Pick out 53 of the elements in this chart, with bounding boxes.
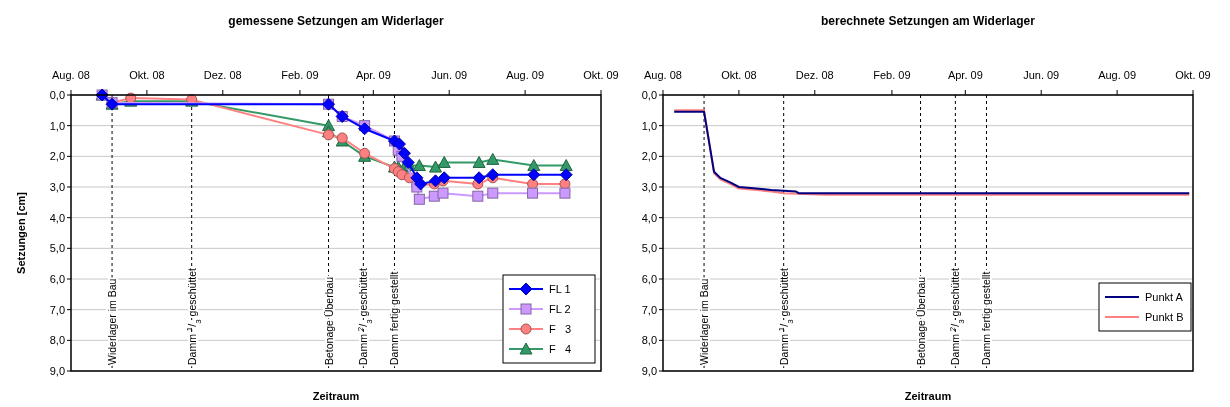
y-tick-label: 2,0 [641,150,657,163]
y-tick-label: 8,0 [49,334,65,347]
chart-title: berechnete Setzungen am Widerlager [821,14,1036,28]
legend-label: F 3 [549,323,572,335]
x-axis-title: Zeitraum [904,390,952,402]
ref-line-label: Widerlager im Bau [106,278,119,365]
x-tick-label: Feb. 09 [873,69,911,81]
x-tick-label: Okt. 09 [1175,69,1211,81]
y-axis-title: Setzungen [cm] [15,191,27,274]
y-tick-label: 3,0 [49,181,65,193]
y-tick-label: 7,0 [49,303,65,316]
legend-label: FL 1 [549,283,571,295]
y-tick-label: 5,0 [49,242,65,255]
ref-line-label: Damm fertig gestellt [388,271,401,365]
legend-label: FL 2 [549,303,571,315]
x-tick-label: Okt. 08 [721,69,757,81]
x-tick-label: Aug. 08 [52,69,90,81]
y-tick-label: 7,0 [641,303,657,316]
y-tick-label: 6,0 [49,273,65,285]
x-tick-label: Dez. 08 [203,69,242,81]
x-tick-label: Jun. 09 [1023,69,1060,81]
y-tick-label: 9,0 [49,365,65,377]
y-tick-label: 4,0 [641,211,657,224]
ref-line-label: Damm fertig gestellt [980,271,993,365]
y-tick-label: 4,0 [49,211,65,224]
legend-label: Punkt A [1145,291,1184,303]
y-tick-label: 0,0 [641,89,657,101]
x-tick-label: Apr. 09 [947,69,983,81]
y-tick-label: 1,0 [641,119,657,132]
y-tick-label: 1,0 [49,119,65,132]
x-tick-label: Okt. 08 [129,69,165,81]
x-tick-label: Aug. 09 [1098,69,1137,81]
y-tick-label: 3,0 [641,181,657,193]
chart-title: gemessene Setzungen am Widerlager [228,14,444,28]
y-tick-label: 6,0 [641,273,657,285]
x-tick-label: Dez. 08 [795,69,834,81]
y-tick-label: 0,0 [49,89,65,101]
y-tick-label: 8,0 [641,334,657,347]
y-tick-label: 2,0 [49,150,65,163]
ref-line-label: Betonage Überbau [914,276,927,365]
x-tick-label: Apr. 09 [355,69,391,81]
x-tick-label: Aug. 09 [506,69,545,81]
ref-line-label: Widerlager im Bau [698,278,711,365]
legend-label: Punkt B [1145,311,1184,323]
ref-line-label: Betonage Überbau [322,276,335,365]
y-tick-label: 5,0 [641,242,657,255]
x-tick-label: Jun. 09 [431,69,468,81]
x-tick-label: Feb. 09 [281,69,319,81]
y-tick-label: 9,0 [641,365,657,377]
x-tick-label: Okt. 09 [583,69,619,81]
x-axis-title: Zeitraum [312,390,360,402]
x-tick-label: Aug. 08 [644,69,682,81]
legend-label: F 4 [549,343,572,355]
